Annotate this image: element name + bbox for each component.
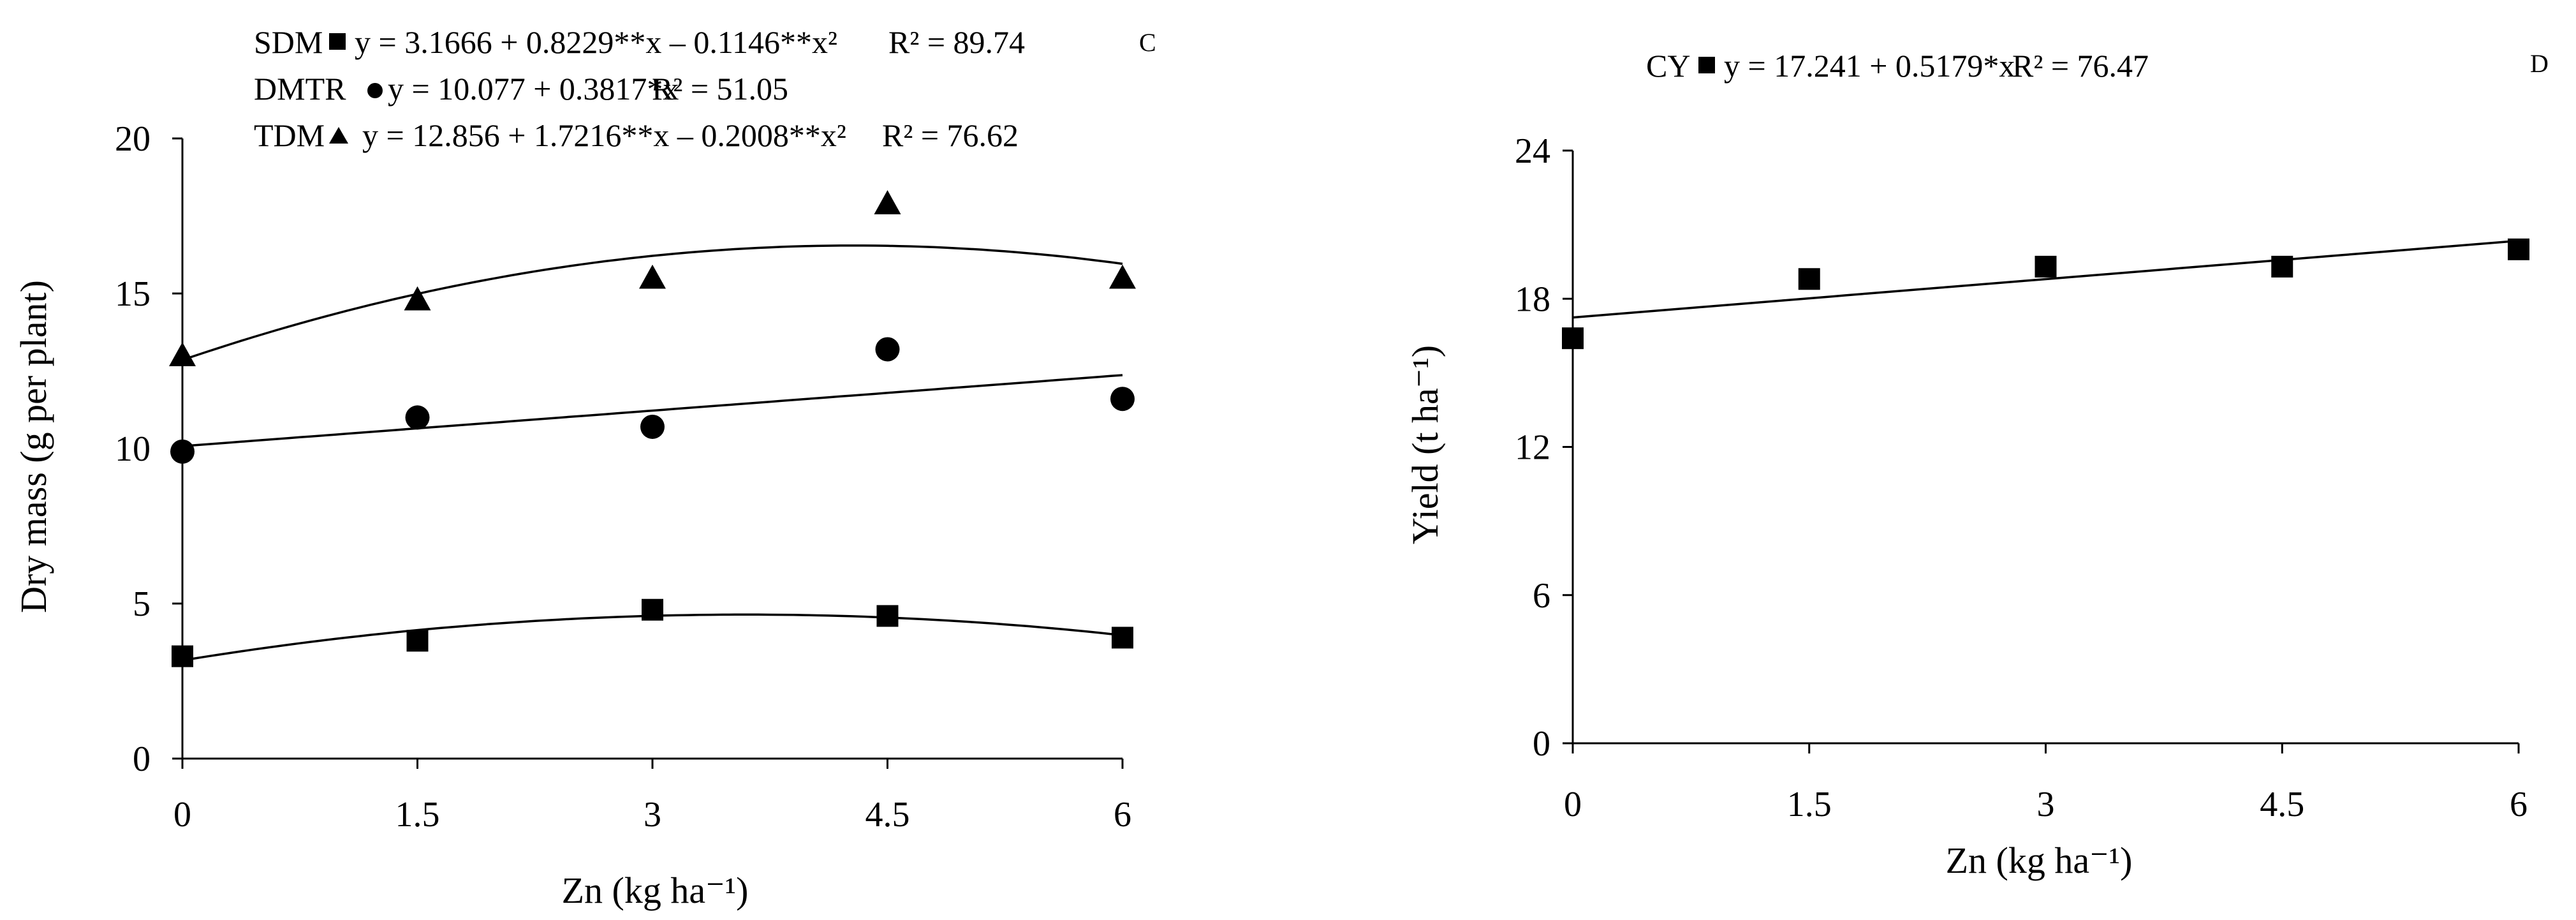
data-point-cy: [1562, 327, 1584, 350]
y-tick-label: 15: [115, 274, 151, 314]
y-tick-label: 18: [1515, 279, 1550, 319]
fit-line-cy: [1572, 239, 2519, 319]
data-point-sdm: [172, 645, 193, 667]
legend-entry-tdm: TDM y = 12.856 + 1.7216**x – 0.2008**x² …: [254, 117, 1019, 153]
y-tick-label: 0: [133, 739, 151, 779]
x-tick-label: 3: [2037, 785, 2055, 824]
x-tick-label: 4.5: [2260, 785, 2304, 824]
data-point-sdm: [876, 605, 899, 627]
x-tick-label: 3: [644, 795, 661, 835]
data-point-tdm: [404, 286, 431, 311]
data-point-dmtr: [875, 337, 900, 362]
legend-series-name: DMTR: [254, 71, 346, 107]
legend-equations-c: SDM y = 3.1666 + 0.8229**x – 0.1146**x² …: [254, 24, 1025, 153]
legend-r2: R² = 76.47: [2012, 48, 2149, 84]
data-point-dmtr: [170, 439, 195, 464]
legend-circle-marker: [367, 83, 383, 98]
fit-line-sdm: [182, 613, 1123, 662]
y-axis-label: Dry mass (g per plant): [13, 280, 54, 613]
legend-equation: y = 10.077 + 0.3817*x: [388, 71, 679, 107]
data-point-tdm: [169, 342, 196, 366]
plot-area-d: 0 6 12 18 24 0 1.5 3 4.5 6: [1515, 131, 2529, 824]
legend-square-marker: [329, 33, 346, 50]
plot-area-c: 0 5 10 15 20 0 1.5 3 4.5 6: [115, 119, 1136, 835]
fit-line-tdm: [182, 244, 1123, 361]
x-axis-label: Zn (kg ha⁻¹): [562, 870, 749, 911]
legend-series-name: TDM: [254, 117, 325, 153]
legend-r2: R² = 76.62: [882, 117, 1019, 153]
legend-equation: y = 3.1666 + 0.8229**x – 0.1146**x²: [355, 24, 837, 60]
legend-entry-cy: CY y = 17.241 + 0.5179*x R² = 76.47: [1646, 48, 2149, 84]
legend-equations-d: CY y = 17.241 + 0.5179*x R² = 76.47: [1646, 48, 2149, 84]
legend-series-name: CY: [1646, 48, 1690, 84]
y-axis-label: Yield (t ha⁻¹): [1404, 345, 1446, 544]
y-tick-label: 5: [133, 584, 151, 624]
data-point-cy: [1798, 268, 1820, 290]
x-tick-label: 6: [1114, 795, 1131, 835]
data-point-tdm: [1109, 264, 1136, 289]
panel-letter: D: [2530, 49, 2549, 78]
data-point-cy: [2035, 255, 2057, 278]
data-point-dmtr: [640, 414, 665, 439]
legend-r2: R² = 51.05: [652, 71, 788, 107]
y-tick-label: 0: [1533, 724, 1550, 764]
panel-letter: C: [1139, 28, 1156, 57]
data-point-sdm: [406, 630, 429, 652]
legend-r2: R² = 89.74: [888, 24, 1025, 60]
legend-entry-sdm: SDM y = 3.1666 + 0.8229**x – 0.1146**x² …: [254, 24, 1025, 60]
y-tick-label: 12: [1515, 428, 1550, 468]
x-tick-label: 1.5: [1787, 785, 1832, 824]
data-point-cy: [2508, 238, 2529, 260]
x-tick-label: 0: [173, 795, 191, 835]
x-tick-label: 1.5: [395, 795, 440, 835]
data-point-tdm: [639, 264, 666, 289]
y-tick-label: 6: [1533, 576, 1550, 616]
fit-line-dmtr: [182, 374, 1123, 448]
y-tick-label: 10: [115, 429, 151, 469]
legend-square-marker: [1698, 57, 1715, 73]
chart-panel-d: CY y = 17.241 + 0.5179*x R² = 76.47 D 0 6…: [1404, 48, 2549, 881]
y-tick-label: 20: [115, 119, 151, 159]
x-tick-label: 0: [1564, 785, 1582, 824]
x-tick-label: 6: [2510, 785, 2528, 824]
data-point-tdm: [874, 190, 901, 214]
data-point-dmtr: [1110, 387, 1135, 412]
x-axis-label: Zn (kg ha⁻¹): [1946, 840, 2133, 881]
data-point-cy: [2271, 255, 2293, 278]
x-tick-label: 4.5: [865, 795, 910, 835]
legend-equation: y = 12.856 + 1.7216**x – 0.2008**x²: [362, 117, 846, 153]
y-tick-label: 24: [1515, 131, 1550, 171]
legend-equation: y = 17.241 + 0.5179*x: [1724, 48, 2015, 84]
legend-entry-dmtr: DMTR y = 10.077 + 0.3817*x R² = 51.05: [254, 71, 788, 107]
data-point-sdm: [1112, 627, 1133, 649]
data-point-dmtr: [405, 405, 430, 430]
data-point-sdm: [642, 598, 663, 621]
chart-panel-c: SDM y = 3.1666 + 0.8229**x – 0.1146**x² …: [13, 24, 1156, 911]
legend-series-name: SDM: [254, 24, 323, 60]
legend-triangle-marker: [329, 127, 348, 144]
